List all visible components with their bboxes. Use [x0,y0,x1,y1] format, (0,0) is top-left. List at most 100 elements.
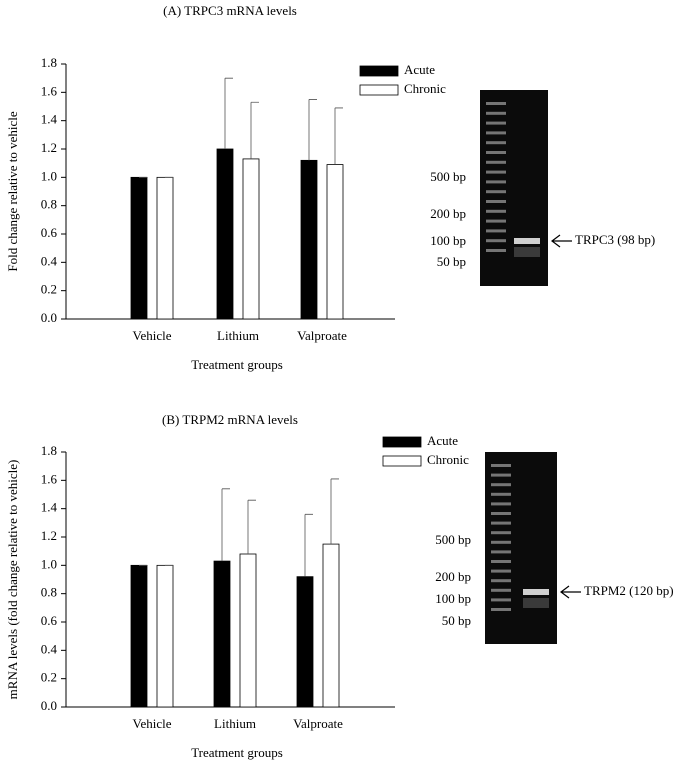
legend-swatch [382,455,422,467]
y-tick-label: 1.2 [41,528,57,543]
y-tick-label: 0.4 [41,253,58,268]
y-tick-label: 1.8 [41,55,57,70]
y-axis-label: mRNA levels (fold change relative to veh… [5,460,20,700]
gel-ladder-band [486,102,506,105]
legend-swatch [359,65,399,77]
y-tick-label: 1.4 [41,500,58,515]
gel-size-label: 500 bp [435,532,471,547]
gel-ladder-band [491,560,511,563]
arrow [551,234,572,248]
x-axis-label: Treatment groups [191,745,283,760]
gel-ladder-band [491,531,511,535]
gel-ladder-band [491,540,511,544]
y-tick-label: 1.0 [41,556,57,571]
legend-label: Acute [427,433,458,448]
error-bar [250,101,259,159]
y-tick-label: 0.6 [41,225,58,240]
bar [130,564,148,708]
x-tick-label: Vehicle [133,328,172,343]
gel-ladder-band [486,209,506,213]
error-bar [221,488,230,562]
legend-swatch [382,436,422,448]
gel-ladder-band [486,229,506,233]
gel-sample-band [514,238,540,244]
x-tick-label: Vehicle [133,716,172,731]
y-tick-label: 1.4 [41,112,58,127]
gel-ladder-band [486,141,506,145]
chart-title: (B) TRPM2 mRNA levels [162,412,298,427]
error-bar [334,107,343,165]
y-tick-label: 1.0 [41,168,57,183]
y-tick-label: 1.2 [41,140,57,155]
bar [239,553,257,708]
bar [296,576,314,708]
y-tick-label: 0.2 [41,670,57,685]
gel-ladder-band [486,131,506,135]
y-tick-label: 0.8 [41,585,57,600]
gel-ladder-band [491,569,511,573]
gel-target-label: TRPC3 (98 bp) [575,232,655,247]
gel-ladder-band [486,121,506,125]
legend-label: Acute [404,62,435,77]
gel-ladder-band [486,200,506,203]
gel-size-label: 200 bp [435,569,471,584]
bar [130,176,148,320]
gel-sample-smear [514,247,540,257]
gel-ladder-band [491,473,511,477]
gel-sample-band [523,589,549,595]
error-bar [247,499,256,554]
y-tick-label: 1.6 [41,471,58,486]
y-tick-label: 0.0 [41,310,57,325]
error-bar [224,77,233,149]
x-tick-label: Lithium [217,328,259,343]
gel-size-label: 200 bp [430,206,466,221]
gel-ladder-band [486,170,506,174]
arrow [560,585,581,599]
gel-ladder-band [491,502,511,506]
gel-size-label: 500 bp [430,169,466,184]
y-tick-label: 0.8 [41,197,57,212]
gel-ladder-band [491,464,511,467]
y-tick-label: 0.2 [41,282,57,297]
gel-ladder-band [491,579,511,583]
gel-ladder-band [491,512,511,515]
gel-ladder-band [491,608,511,611]
gel-size-label: 100 bp [435,591,471,606]
bar [156,176,174,320]
legend-label: Chronic [404,81,446,96]
x-axis-label: Treatment groups [191,357,283,372]
x-tick-label: Valproate [293,716,343,731]
gel-sample-smear [523,598,549,608]
bar [213,560,231,708]
y-tick-label: 0.4 [41,641,58,656]
gel-ladder-band [491,550,511,554]
x-tick-label: Lithium [214,716,256,731]
y-tick-label: 0.0 [41,698,57,713]
bar [242,158,260,320]
bar [300,159,318,320]
gel-ladder-band [491,492,511,496]
x-tick-label: Valproate [297,328,347,343]
gel-ladder-band [491,598,511,602]
bar [322,543,340,708]
y-tick-label: 1.8 [41,443,57,458]
gel-target-label: TRPM2 (120 bp) [584,583,674,598]
gel-ladder-band [491,521,511,525]
gel-ladder-band [486,190,506,194]
error-bar [330,478,339,545]
gel-size-label: 50 bp [437,254,466,269]
y-tick-label: 0.6 [41,613,58,628]
chart-title: (A) TRPC3 mRNA levels [163,3,297,18]
bar [326,164,344,320]
legend-swatch [359,84,399,96]
gel-size-label: 50 bp [442,613,471,628]
gel-size-label: 100 bp [430,233,466,248]
gel-ladder-band [486,160,506,164]
gel-ladder-band [491,588,511,592]
legend-label: Chronic [427,452,469,467]
gel-ladder-band [486,111,506,115]
error-bar [304,513,313,577]
bar [216,148,234,320]
bar [156,564,174,708]
